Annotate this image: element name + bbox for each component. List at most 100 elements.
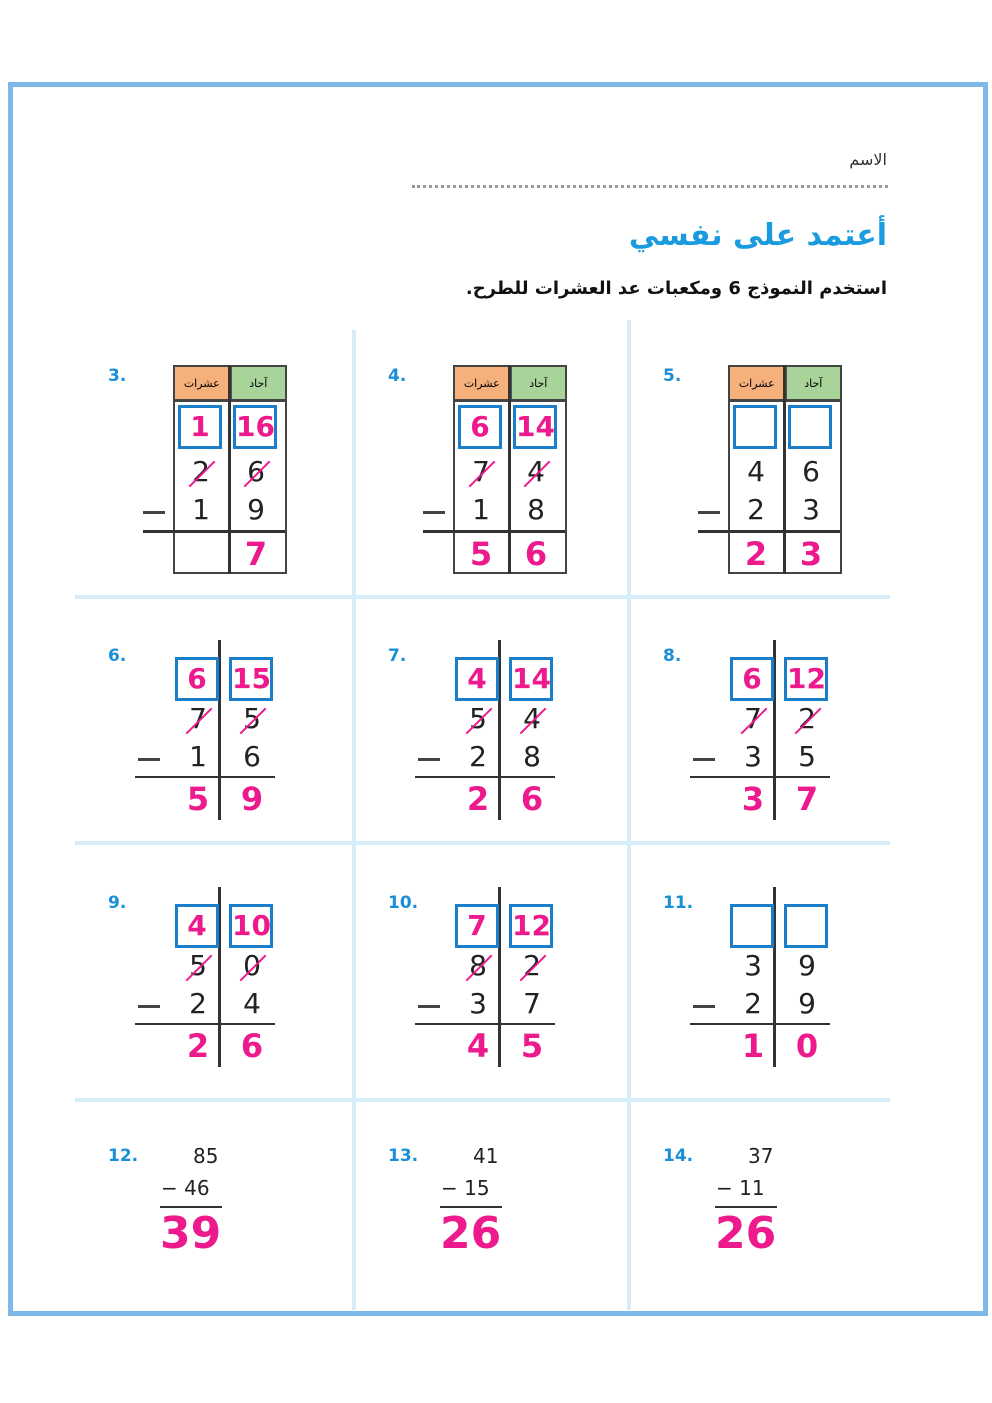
column-divider-line [773,640,776,820]
problem-7: 7. 4 5 2 2 14 4 8 6 [355,640,630,870]
subtrahend-ones: 9 [798,987,816,1020]
regroup-box-tens[interactable]: 4 [175,904,219,948]
regroup-box-tens[interactable]: 6 [458,405,502,449]
problem-6: 6. 6 7 1 5 15 5 6 9 [75,640,350,870]
regroup-box-tens[interactable]: 6 [175,657,219,701]
subtrahend-ones: 6 [243,740,261,773]
regroup-box-ones[interactable]: 16 [233,405,277,449]
answer-line [440,1206,502,1208]
regroup-box-ones[interactable]: 14 [513,405,557,449]
regroup-box-ones[interactable] [784,904,828,948]
problem-number: 14. [663,1146,694,1166]
minus-sign [698,511,720,514]
minus-sign [138,758,160,761]
place-value-table: عشرات آحاد [173,365,287,574]
minuend-tens: 7 [472,455,490,488]
answer-tens: 2 [744,535,768,573]
subtrahend-ones: 8 [523,740,541,773]
answer-tens: 5 [469,535,493,573]
minuend-tens: 3 [744,949,762,982]
minuend: 85 [193,1144,219,1168]
subtrahend: − 11 [716,1176,765,1200]
problem-number: 10. [388,893,419,913]
problem-number: 6. [108,646,127,666]
minus-sign [138,1005,160,1008]
page-frame [8,82,988,1316]
ones-header: آحاد [231,367,285,399]
minuend-ones: 5 [243,702,261,735]
answer-line [143,530,285,533]
tens-header: عشرات [730,367,787,399]
regroup-box-ones[interactable]: 12 [509,904,553,948]
regroup-box-tens[interactable] [733,405,777,449]
regroup-box-tens[interactable]: 6 [730,657,774,701]
answer-line [415,1023,555,1025]
minuend-tens: 7 [744,702,762,735]
problem-number: 5. [663,366,682,386]
answer-ones: 6 [240,1027,264,1065]
answer-line [160,1206,222,1208]
problem-10: 10. 7 8 3 4 12 2 7 5 [355,887,630,1117]
minuend-ones: 6 [247,455,265,488]
problem-number: 3. [108,366,127,386]
regroup-box-tens[interactable]: 7 [455,904,499,948]
minus-sign [418,758,440,761]
subtrahend-tens: 2 [747,493,765,526]
answer: 26 [715,1208,777,1259]
minuend-tens: 2 [192,455,210,488]
answer-ones: 6 [524,535,548,573]
column-divider-line [783,365,786,574]
subtrahend: − 15 [441,1176,490,1200]
regroup-box-tens[interactable]: 4 [455,657,499,701]
subtrahend-ones: 3 [802,493,820,526]
answer-ones: 7 [795,780,819,818]
column-divider-line [218,640,221,820]
row-divider [75,595,890,599]
tens-header: عشرات [455,367,512,399]
regroup-box-tens[interactable] [730,904,774,948]
regroup-box-ones[interactable]: 15 [229,657,273,701]
name-label: الاسم [849,150,887,169]
problem-3: 3. عشرات آحاد 1 2 1 16 6 9 7 [75,360,350,590]
subtrahend-tens: 1 [189,740,207,773]
subtrahend: − 46 [161,1176,210,1200]
instructions: استخدم النموذج 6 ومكعبات عد العشرات للطر… [465,278,887,299]
answer: 26 [440,1208,502,1259]
minuend-ones: 6 [802,455,820,488]
answer-line [715,1206,777,1208]
minuend-tens: 8 [469,949,487,982]
answer-ones: 3 [799,535,823,573]
minus-sign [418,1005,440,1008]
answer-ones: 9 [240,780,264,818]
minuend: 37 [748,1144,774,1168]
row-divider [75,1098,890,1102]
column-divider [627,320,631,1310]
problem-14: 14. 37 − 11 26 [630,1140,905,1370]
answer-tens: 5 [186,780,210,818]
regroup-box-tens[interactable]: 1 [178,405,222,449]
regroup-box-ones[interactable] [788,405,832,449]
ones-header: آحاد [786,367,840,399]
problem-9: 9. 4 5 2 2 10 0 4 6 [75,887,350,1117]
problem-number: 12. [108,1146,139,1166]
minuend-tens: 4 [747,455,765,488]
subtrahend-ones: 9 [247,493,265,526]
minuend-ones: 4 [527,455,545,488]
name-field[interactable] [412,185,888,188]
answer-ones: 6 [520,780,544,818]
column-divider-line [498,887,501,1067]
problem-number: 13. [388,1146,419,1166]
answer-tens: 3 [741,780,765,818]
regroup-box-ones[interactable]: 14 [509,657,553,701]
answer-line [423,530,565,533]
answer-line [135,776,275,778]
minuend-tens: 5 [469,702,487,735]
column-divider-line [218,887,221,1067]
minuend-ones: 2 [523,949,541,982]
answer-ones: 0 [795,1027,819,1065]
regroup-box-ones[interactable]: 10 [229,904,273,948]
subtrahend-ones: 5 [798,740,816,773]
regroup-box-ones[interactable]: 12 [784,657,828,701]
problem-8: 8. 6 7 3 3 12 2 5 7 [630,640,905,870]
